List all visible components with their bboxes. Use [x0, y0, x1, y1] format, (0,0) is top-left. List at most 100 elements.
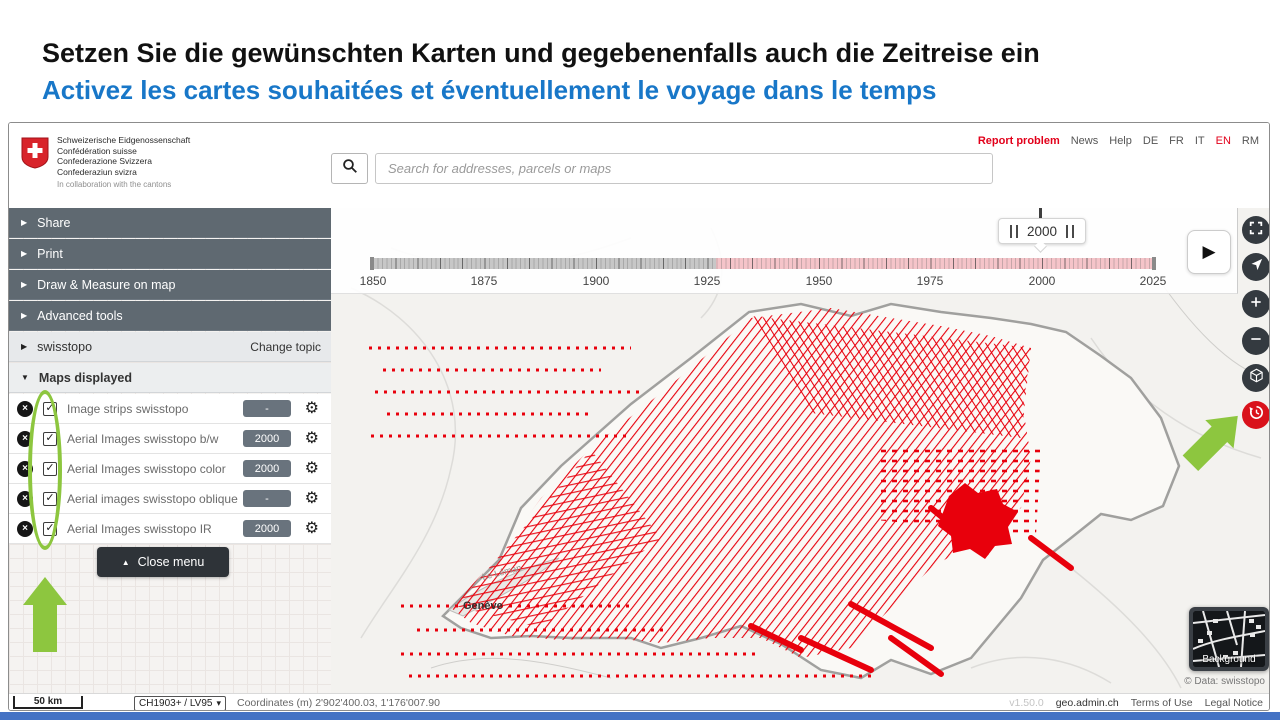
sidebar: ▶ Share ▶ Print ▶ Draw & Measure on map ▶ Ad…: [9, 208, 331, 693]
time-slider-handle[interactable]: [1039, 208, 1042, 219]
logo-line: Confederaziun svizra: [57, 166, 137, 177]
header-links: Report problem News Help DE FR IT EN RM: [978, 135, 1259, 147]
fullscreen-button[interactable]: [1242, 216, 1269, 244]
layer-year-badge[interactable]: 2000: [243, 430, 291, 447]
lang-de[interactable]: DE: [1142, 135, 1159, 147]
geoadmin-link[interactable]: geo.admin.ch: [1055, 697, 1119, 709]
tick-label: 1875: [470, 274, 498, 288]
search-input[interactable]: [375, 153, 993, 184]
remove-layer-icon[interactable]: ×: [17, 490, 33, 507]
time-travel-button[interactable]: [1242, 401, 1269, 429]
toggle-3d-button[interactable]: [1242, 364, 1269, 392]
tick-label: 1900: [582, 274, 610, 288]
play-button[interactable]: ▶: [1187, 230, 1231, 274]
layer-label: Aerial Images swisstopo color: [67, 461, 226, 476]
zoom-out-button[interactable]: [1242, 327, 1269, 355]
close-menu-button[interactable]: ▲ Close menu: [97, 547, 229, 577]
fullscreen-icon: [1248, 220, 1264, 241]
scale-bar: 50 km: [13, 696, 83, 709]
news-link[interactable]: News: [1070, 135, 1099, 147]
lang-en[interactable]: EN: [1215, 135, 1231, 147]
time-slider-track[interactable]: [370, 257, 1156, 270]
tick-label: 2000: [1028, 274, 1056, 288]
gear-icon[interactable]: ⚙: [304, 519, 319, 537]
projection-select[interactable]: CH1903+ / LV95 ▾: [134, 696, 226, 710]
geneva-label: Genève: [463, 600, 503, 612]
layer-row: × ✓ Image strips swisstopo - ⚙: [9, 394, 331, 424]
gear-icon[interactable]: ⚙: [304, 489, 319, 507]
sidebar-item-label: Advanced tools: [37, 308, 123, 323]
layer-label: Aerial Images swisstopo IR: [67, 521, 212, 536]
current-year-tooltip[interactable]: 2000: [998, 218, 1086, 244]
legal-link[interactable]: Legal Notice: [1204, 697, 1263, 709]
gear-icon[interactable]: ⚙: [304, 429, 319, 447]
sidebar-item-label: Share: [37, 215, 71, 230]
remove-layer-icon[interactable]: ×: [17, 430, 33, 447]
sidebar-item-label: Draw & Measure on map: [37, 277, 176, 292]
report-problem-link[interactable]: Report problem: [977, 135, 1060, 147]
sidebar-item-advanced-tools[interactable]: ▶ Advanced tools: [9, 301, 331, 331]
time-slider-panel: 1850 1875 1900 1925 1950 1975 2000 2025 …: [331, 208, 1238, 294]
chevron-right-icon: ▶: [21, 342, 28, 351]
chevron-up-icon: ▲: [121, 557, 130, 567]
logo-line: Schweizerische Eidgenossenschaft: [57, 135, 191, 145]
gear-icon[interactable]: ⚙: [304, 399, 319, 417]
app-window: Schweizerische Eidgenossenschaft Confédé…: [8, 122, 1270, 711]
gear-icon[interactable]: ⚙: [304, 459, 319, 477]
lang-fr[interactable]: FR: [1169, 135, 1184, 147]
topic-row-swisstopo[interactable]: ▶ swisstopo Change topic: [9, 332, 331, 362]
sidebar-item-label: Print: [37, 246, 63, 261]
remove-layer-icon[interactable]: ×: [17, 520, 33, 537]
zoom-in-button[interactable]: [1242, 290, 1269, 318]
layer-year-badge[interactable]: -: [243, 490, 291, 507]
collaboration-note: In collaboration with the cantons: [57, 180, 172, 189]
lang-rm[interactable]: RM: [1241, 135, 1259, 147]
plus-icon: [1249, 295, 1263, 314]
slider-start-cap: [370, 257, 374, 270]
map-rendering: Le Léman Genève: [350, 227, 1267, 689]
drag-handle-icon[interactable]: [1066, 224, 1075, 238]
logo-line: Confederazione Svizzera: [57, 156, 152, 166]
terms-link[interactable]: Terms of Use: [1130, 697, 1193, 709]
sidebar-item-print[interactable]: ▶ Print: [9, 239, 331, 269]
search-icon: [342, 158, 358, 179]
layer-checkbox[interactable]: ✓: [43, 491, 57, 506]
chevron-right-icon: ▶: [21, 218, 28, 227]
layer-row: × ✓ Aerial Images swisstopo IR 2000 ⚙: [9, 514, 331, 544]
background-selector-button[interactable]: Background: [1189, 607, 1269, 671]
maps-displayed-header[interactable]: ▼ Maps displayed: [9, 363, 331, 393]
map-attribution: © Data: swisstopo: [1184, 676, 1265, 687]
layer-year-badge[interactable]: 2000: [243, 520, 291, 537]
search-button[interactable]: [331, 153, 368, 184]
tick-label: 1925: [693, 274, 721, 288]
layer-year-badge[interactable]: 2000: [243, 460, 291, 477]
map-canvas[interactable]: Le Léman Genève 1850 1875 1900 1925 1950…: [331, 208, 1269, 693]
geolocate-arrow-icon: [1249, 257, 1264, 277]
close-menu-label: Close menu: [137, 555, 205, 569]
geolocate-button[interactable]: [1242, 253, 1269, 281]
layer-label: Image strips swisstopo: [67, 401, 189, 416]
layer-checkbox[interactable]: ✓: [43, 461, 57, 476]
app-header: Schweizerische Eidgenossenschaft Confédé…: [9, 123, 1269, 208]
layer-year-badge[interactable]: -: [243, 400, 291, 417]
drag-handle-icon[interactable]: [1009, 224, 1018, 238]
sidebar-item-share[interactable]: ▶ Share: [9, 208, 331, 238]
logo-line: Confédération suisse: [57, 145, 137, 156]
layer-checkbox[interactable]: ✓: [43, 521, 57, 536]
history-clock-icon: [1248, 404, 1265, 426]
topic-label: swisstopo: [37, 339, 93, 354]
tick-label: 1950: [805, 274, 833, 288]
help-link[interactable]: Help: [1109, 135, 1132, 147]
layer-checkbox[interactable]: ✓: [43, 431, 57, 446]
tick-label: 2025: [1139, 274, 1167, 288]
layer-checkbox[interactable]: ✓: [43, 401, 57, 416]
minus-icon: [1249, 332, 1263, 351]
remove-layer-icon[interactable]: ×: [17, 400, 33, 417]
play-icon: ▶: [1202, 242, 1216, 261]
lang-it[interactable]: IT: [1194, 135, 1205, 147]
change-topic-link[interactable]: Change topic: [250, 339, 321, 354]
confederation-names: Schweizerische Eidgenossenschaft Confédé…: [57, 135, 190, 191]
remove-layer-icon[interactable]: ×: [17, 460, 33, 477]
sidebar-item-draw-measure[interactable]: ▶ Draw & Measure on map: [9, 270, 331, 300]
